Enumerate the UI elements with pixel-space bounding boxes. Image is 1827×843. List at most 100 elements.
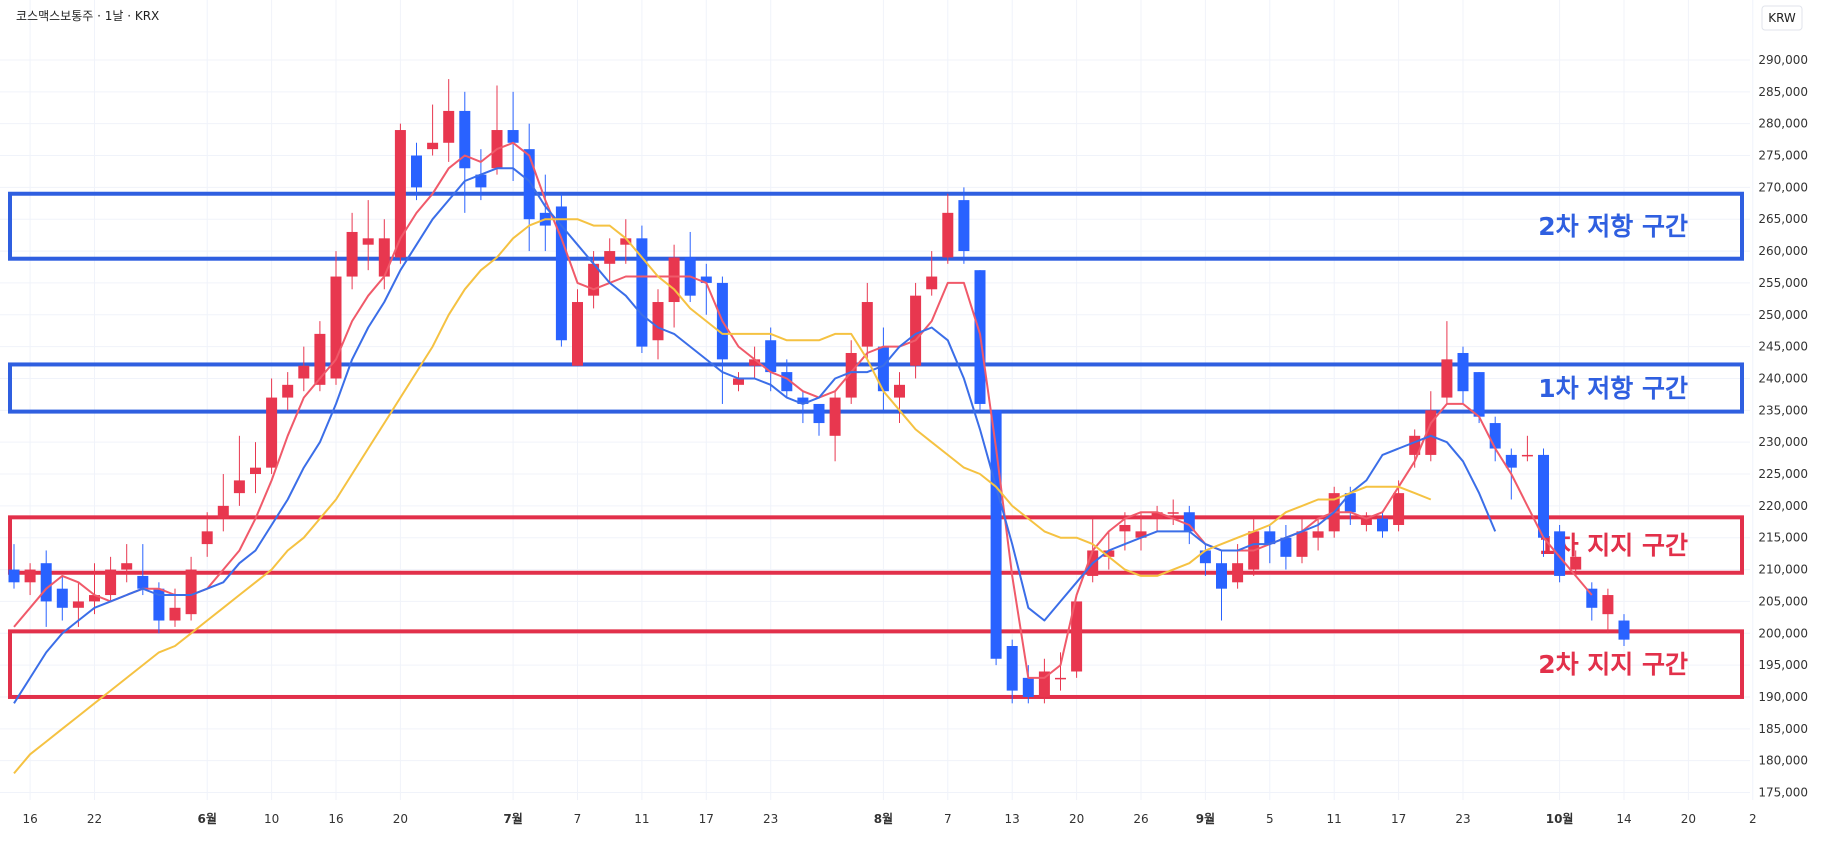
candle-body [1425, 410, 1437, 455]
candle [1006, 639, 1018, 704]
candle [1248, 518, 1260, 576]
candle-body [523, 149, 535, 220]
x-tick-label: 7월 [503, 811, 522, 826]
support-zone-box [8, 515, 1744, 575]
candle [217, 474, 229, 532]
candle [588, 251, 600, 309]
candle-body [1055, 677, 1066, 680]
candle [1377, 512, 1388, 538]
candle-body [1022, 677, 1034, 697]
candle [491, 85, 503, 175]
candle-body [282, 384, 294, 398]
candle [1232, 544, 1244, 589]
y-tick-label: 175,000 [1758, 786, 1808, 800]
candle-body [1199, 550, 1211, 564]
candle-body [1586, 588, 1598, 608]
candle-body [475, 174, 487, 188]
candle [201, 512, 213, 557]
y-tick-label: 220,000 [1758, 499, 1808, 513]
candle-body [314, 333, 326, 385]
candle-body [749, 359, 761, 366]
candle [877, 327, 889, 411]
y-tick-label: 230,000 [1758, 435, 1808, 449]
candle-body [330, 276, 342, 379]
candle [1586, 582, 1598, 621]
candle-body [942, 212, 954, 258]
candle [1312, 518, 1324, 551]
y-tick-label: 225,000 [1758, 467, 1808, 481]
candle-body [1135, 531, 1147, 538]
candle-body [137, 575, 149, 589]
candle-body [1296, 531, 1308, 557]
candle [137, 544, 149, 596]
candle-body [797, 397, 809, 404]
candle [733, 372, 744, 392]
candle [1393, 480, 1405, 532]
candle-body [652, 302, 664, 341]
candle-body [845, 352, 857, 398]
candle-body [1216, 563, 1227, 589]
x-tick-label: 20 [1069, 812, 1084, 826]
x-tick-label: 11 [1327, 812, 1342, 826]
candle [1521, 435, 1533, 462]
x-tick-label: 9월 [1196, 811, 1215, 826]
candle-body [555, 206, 567, 341]
candle-body [1167, 512, 1179, 514]
y-tick-label: 205,000 [1758, 594, 1808, 608]
candle [233, 435, 245, 506]
candle [330, 251, 342, 385]
candle-body [1280, 537, 1292, 557]
candle-body [572, 302, 583, 366]
candle [1425, 391, 1437, 462]
candle-body [89, 595, 100, 602]
candle-body [1360, 518, 1372, 525]
candle-body [153, 588, 165, 621]
candle [1151, 505, 1163, 532]
candlestick-series [8, 79, 1630, 704]
candle [346, 212, 358, 290]
candle-body [1312, 531, 1324, 538]
candle-body [1457, 352, 1469, 392]
candle-body [185, 569, 197, 615]
candle-body [829, 397, 841, 436]
candle [1360, 512, 1372, 532]
resistance-zone-box [8, 191, 1744, 261]
resistance-zone-label: 2차 저항 구간 [1538, 212, 1688, 241]
candle-body [201, 531, 213, 545]
y-tick-label: 285,000 [1758, 85, 1808, 99]
candle-body [781, 372, 793, 392]
y-tick-label: 185,000 [1758, 722, 1808, 736]
candle-body [958, 200, 970, 252]
candle-body [56, 588, 68, 608]
currency-button[interactable]: KRW [1761, 5, 1803, 31]
candle-body [1071, 601, 1083, 672]
moving-average-lines [13, 141, 1593, 775]
candle [1457, 346, 1469, 404]
candle-body [1344, 493, 1356, 513]
candle [861, 282, 873, 360]
y-tick-label: 240,000 [1758, 371, 1808, 385]
candle [1216, 550, 1227, 621]
candle-body [668, 257, 680, 303]
y-axis: 175,000 180,000 185,000 190,000 195,000 200,0… [1758, 53, 1808, 800]
candle [1296, 518, 1308, 564]
candle [1071, 601, 1083, 678]
candle [684, 231, 696, 303]
candle [105, 556, 117, 602]
candle-body [1538, 454, 1549, 538]
x-tick-label: 14 [1616, 812, 1631, 826]
y-tick-label: 215,000 [1758, 531, 1808, 545]
candle-body [926, 276, 938, 290]
candle [362, 200, 374, 271]
x-axis: 16 22 6월 10 16 20 7월 7 11 17 23 8월 7 13 20 26 9월 5 11 17 23 1… [22, 811, 1756, 826]
candle-body [1570, 556, 1582, 570]
candle-body [1602, 595, 1614, 615]
candle-body [250, 467, 261, 475]
candle-body [1393, 493, 1405, 525]
candle-body [1183, 512, 1195, 532]
candle [8, 544, 20, 589]
candle-body [910, 295, 922, 366]
candle [314, 321, 326, 392]
support-zone-box [8, 629, 1744, 699]
